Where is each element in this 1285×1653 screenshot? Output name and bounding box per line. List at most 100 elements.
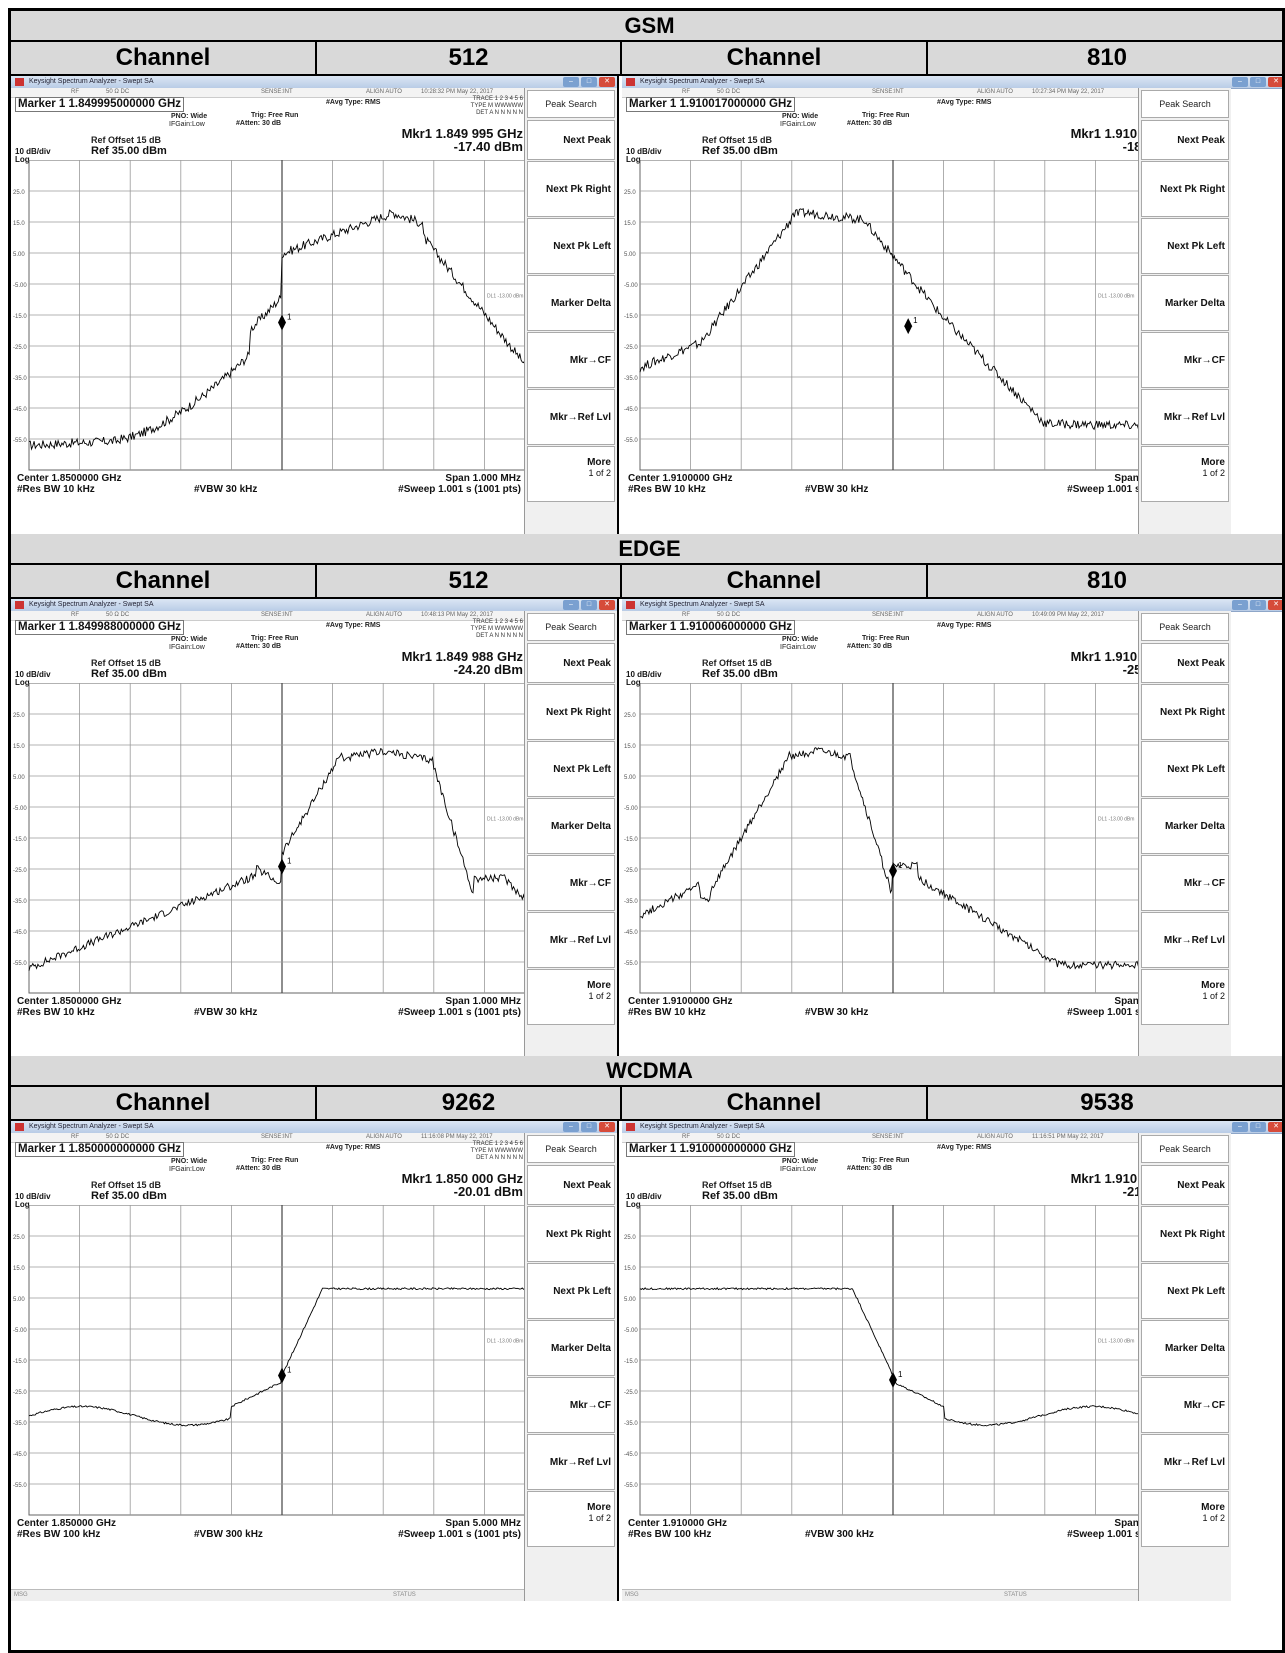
close-button[interactable]: ✕ xyxy=(1268,600,1282,610)
y-tick-label: -15.0 xyxy=(13,837,27,843)
softkey-next-pk-right[interactable]: Next Pk Right xyxy=(1141,684,1229,740)
close-button[interactable]: ✕ xyxy=(1268,1122,1282,1132)
softkey-next-peak[interactable]: Next Peak xyxy=(1141,643,1229,683)
softkey-mkr-cf[interactable]: Mkr→CF xyxy=(527,332,615,388)
softkey-next-pk-left[interactable]: Next Pk Left xyxy=(527,741,615,797)
spectrum-plot: 25.0 15.0 5.00 -5.00 -15.0 -25.0 -35.0 -45.0 -55… xyxy=(13,1205,536,1516)
softkey-next-peak[interactable]: Next Peak xyxy=(527,643,615,683)
marker-diamond[interactable] xyxy=(278,314,286,331)
softkey-marker-delta[interactable]: Marker Delta xyxy=(1141,1320,1229,1376)
marker-diamond[interactable] xyxy=(889,862,897,879)
minimize-button[interactable]: – xyxy=(1232,77,1248,87)
status-ohm: 50 Ω DC xyxy=(106,612,130,618)
status-time: 10:28:32 PM May 22, 2017 xyxy=(421,89,494,95)
avg-type: #Avg Type: RMS xyxy=(326,99,381,106)
maximize-button[interactable]: □ xyxy=(581,1122,597,1132)
softkey-next-pk-left[interactable]: Next Pk Left xyxy=(1141,741,1229,797)
softkey-next-peak[interactable]: Next Peak xyxy=(527,1165,615,1205)
status-time: 10:48:13 PM May 22, 2017 xyxy=(421,612,494,618)
softkey-mkr-ref-lvl[interactable]: Mkr→Ref Lvl xyxy=(1141,1434,1229,1490)
close-button[interactable]: ✕ xyxy=(599,600,615,610)
y-tick-label: -15.0 xyxy=(624,1359,638,1365)
softkey-menu-title: Peak Search xyxy=(1141,1135,1229,1163)
softkey-more[interactable]: More 1 of 2 xyxy=(1141,446,1229,502)
softkey-more[interactable]: More 1 of 2 xyxy=(527,1491,615,1547)
minimize-button[interactable]: – xyxy=(1232,1122,1248,1132)
spectrum-plot: 25.0 15.0 5.00 -5.00 -15.0 -25.0 -35.0 -45.0 -55… xyxy=(13,160,536,471)
trace-info-line: TYPE M WWWWW xyxy=(470,103,523,109)
softkey-next-pk-left[interactable]: Next Pk Left xyxy=(1141,218,1229,274)
softkey-label: More xyxy=(587,980,611,991)
close-button[interactable]: ✕ xyxy=(599,1122,615,1132)
resolution-bandwidth: #Res BW 100 kHz xyxy=(628,1529,712,1540)
ref-level: Ref 35.00 dBm xyxy=(91,668,167,680)
minimize-button[interactable]: – xyxy=(1232,600,1248,610)
softkey-mkr-ref-lvl[interactable]: Mkr→Ref Lvl xyxy=(527,389,615,445)
softkey-next-pk-right[interactable]: Next Pk Right xyxy=(527,684,615,740)
status-ohm: 50 Ω DC xyxy=(717,1134,741,1140)
softkey-mkr-ref-lvl[interactable]: Mkr→Ref Lvl xyxy=(1141,912,1229,968)
y-tick-label: -55.0 xyxy=(13,1483,27,1489)
softkey-marker-delta[interactable]: Marker Delta xyxy=(1141,275,1229,331)
minimize-button[interactable]: – xyxy=(563,600,579,610)
softkey-more[interactable]: More 1 of 2 xyxy=(1141,969,1229,1025)
ref-level: Ref 35.00 dBm xyxy=(702,145,778,157)
close-button[interactable]: ✕ xyxy=(599,77,615,87)
pno-setting: PNO: Wide xyxy=(171,113,208,120)
softkey-marker-delta[interactable]: Marker Delta xyxy=(527,275,615,331)
y-tick-label: -5.00 xyxy=(624,1328,638,1334)
softkey-more[interactable]: More 1 of 2 xyxy=(1141,1491,1229,1547)
softkey-next-pk-left[interactable]: Next Pk Left xyxy=(1141,1263,1229,1319)
softkey-marker-delta[interactable]: Marker Delta xyxy=(527,1320,615,1376)
softkey-next-pk-right[interactable]: Next Pk Right xyxy=(527,161,615,217)
softkey-more[interactable]: More 1 of 2 xyxy=(527,446,615,502)
softkey-mkr-ref-lvl[interactable]: Mkr→Ref Lvl xyxy=(1141,389,1229,445)
softkey-mkr-ref-lvl[interactable]: Mkr→Ref Lvl xyxy=(527,1434,615,1490)
status-align: ALIGN AUTO xyxy=(366,612,402,618)
softkey-mkr-cf[interactable]: Mkr→CF xyxy=(527,855,615,911)
softkey-label: Next Pk Left xyxy=(553,241,611,252)
maximize-button[interactable]: □ xyxy=(581,600,597,610)
trace-info-line: TRACE 1 2 3 4 5 6 xyxy=(472,619,523,625)
minimize-button[interactable]: – xyxy=(563,1122,579,1132)
softkey-next-pk-left[interactable]: Next Pk Left xyxy=(527,1263,615,1319)
marker-readout: Marker 1 1.910006000000 GHz xyxy=(626,620,796,635)
close-button[interactable]: ✕ xyxy=(1268,77,1282,87)
marker-diamond[interactable] xyxy=(904,318,913,335)
softkey-next-pk-right[interactable]: Next Pk Right xyxy=(1141,1206,1229,1262)
maximize-button[interactable]: □ xyxy=(1250,77,1266,87)
softkey-marker-delta[interactable]: Marker Delta xyxy=(527,798,615,854)
softkey-mkr-cf[interactable]: Mkr→CF xyxy=(1141,855,1229,911)
maximize-button[interactable]: □ xyxy=(1250,600,1266,610)
maximize-button[interactable]: □ xyxy=(581,77,597,87)
resolution-bandwidth: #Res BW 100 kHz xyxy=(17,1529,101,1540)
softkey-mkr-cf[interactable]: Mkr→CF xyxy=(1141,332,1229,388)
softkey-next-peak[interactable]: Next Peak xyxy=(1141,1165,1229,1205)
spectrum-analyzer-screen: Keysight Spectrum Analyzer - Swept SA – □ ✕… xyxy=(622,1121,1282,1601)
softkey-marker-delta[interactable]: Marker Delta xyxy=(1141,798,1229,854)
spectrum-trace xyxy=(28,747,536,971)
y-tick-label: -45.0 xyxy=(624,1452,638,1458)
minimize-button[interactable]: – xyxy=(563,77,579,87)
softkey-mkr-cf[interactable]: Mkr→CF xyxy=(527,1377,615,1433)
marker-diamond[interactable] xyxy=(889,1371,897,1388)
softkey-next-pk-right[interactable]: Next Pk Right xyxy=(1141,161,1229,217)
softkey-mkr-cf[interactable]: Mkr→CF xyxy=(1141,1377,1229,1433)
status-sense: SENSE:INT xyxy=(872,1134,904,1140)
softkey-more[interactable]: More 1 of 2 xyxy=(527,969,615,1025)
y-tick-label: 5.00 xyxy=(13,1297,25,1303)
maximize-button[interactable]: □ xyxy=(1250,1122,1266,1132)
ifgain-setting: IFGain:Low xyxy=(169,644,205,651)
marker-diamond[interactable] xyxy=(278,858,286,875)
softkey-mkr-ref-lvl[interactable]: Mkr→Ref Lvl xyxy=(527,912,615,968)
softkey-next-peak[interactable]: Next Peak xyxy=(527,120,615,160)
avg-type: #Avg Type: RMS xyxy=(937,1144,992,1151)
status-rf: RF xyxy=(682,89,690,95)
log-label: Log xyxy=(15,155,30,164)
softkey-page: 1 of 2 xyxy=(1202,991,1225,1001)
softkey-next-pk-left[interactable]: Next Pk Left xyxy=(527,218,615,274)
softkey-next-pk-right[interactable]: Next Pk Right xyxy=(527,1206,615,1262)
softkey-next-peak[interactable]: Next Peak xyxy=(1141,120,1229,160)
marker-diamond[interactable] xyxy=(278,1367,286,1384)
center-frequency: Center 1.9100000 GHz xyxy=(628,996,733,1007)
